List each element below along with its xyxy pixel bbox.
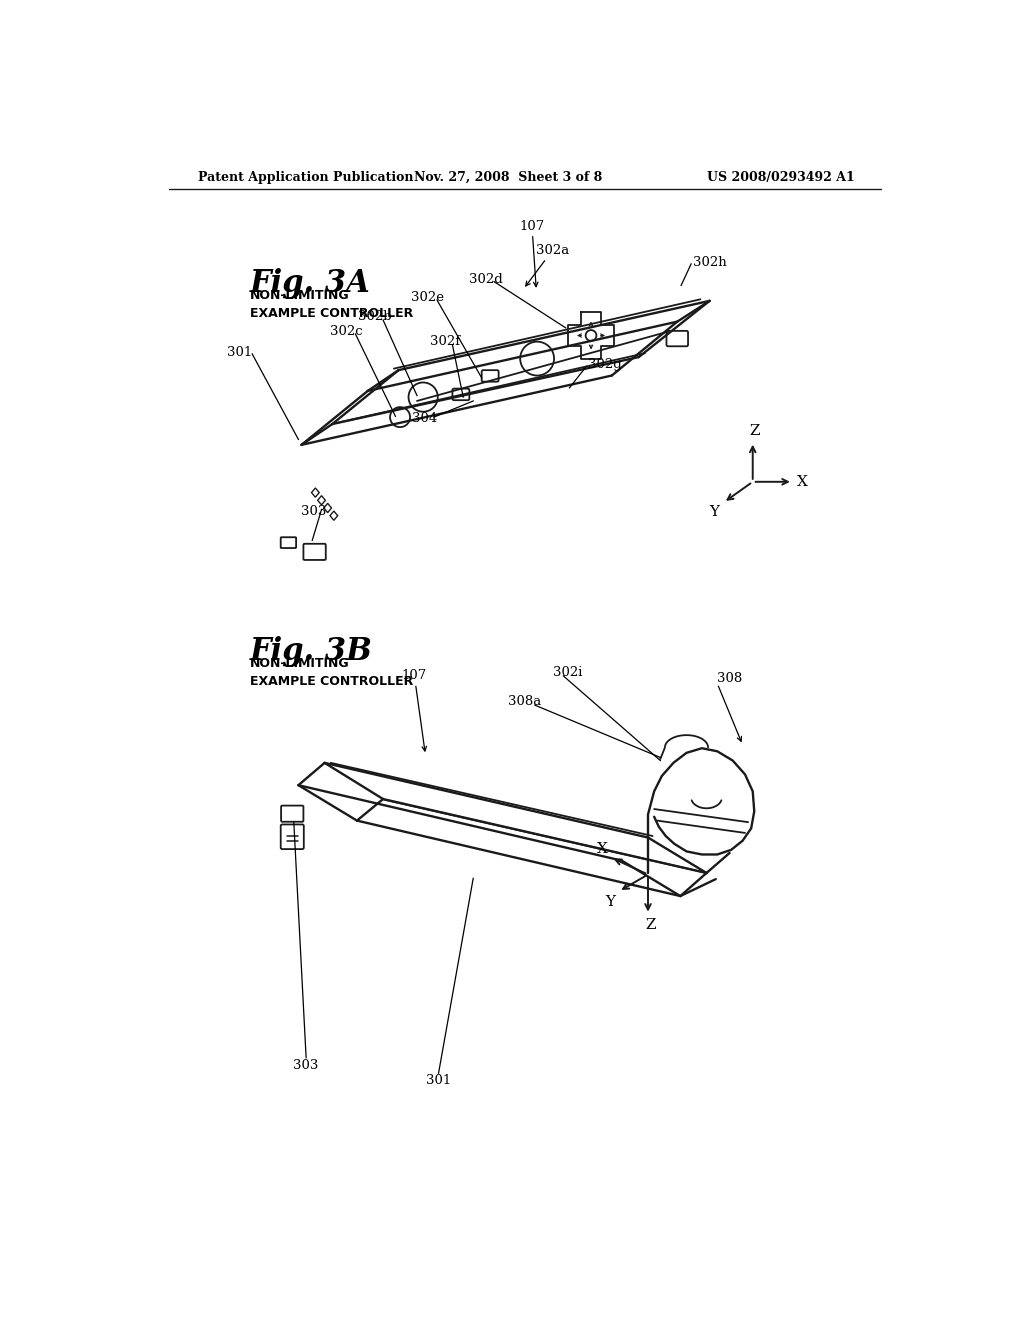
Text: Y: Y (710, 506, 720, 519)
Text: 302a: 302a (536, 244, 569, 257)
Text: 302i: 302i (553, 667, 583, 680)
Text: 302e: 302e (411, 290, 443, 304)
Text: 302b: 302b (357, 310, 391, 323)
Text: Nov. 27, 2008  Sheet 3 of 8: Nov. 27, 2008 Sheet 3 of 8 (414, 172, 602, 185)
Text: X: X (597, 842, 608, 857)
Text: 302g: 302g (588, 358, 622, 371)
Text: Fig. 3A: Fig. 3A (250, 268, 371, 298)
Text: 308: 308 (717, 672, 742, 685)
Text: 107: 107 (401, 669, 427, 682)
Text: Y: Y (605, 895, 615, 908)
Text: 302c: 302c (330, 325, 362, 338)
Text: 303: 303 (301, 504, 327, 517)
Text: NON-LIMITING
EXAMPLE CONTROLLER: NON-LIMITING EXAMPLE CONTROLLER (250, 657, 413, 688)
Text: 107: 107 (520, 219, 545, 232)
Text: X: X (797, 475, 808, 488)
Text: 302h: 302h (692, 256, 726, 269)
Text: US 2008/0293492 A1: US 2008/0293492 A1 (707, 172, 854, 185)
Text: Z: Z (645, 919, 655, 932)
Text: 301: 301 (227, 346, 253, 359)
Text: Z: Z (749, 424, 760, 438)
Text: 301: 301 (426, 1074, 452, 1088)
Text: Fig. 3B: Fig. 3B (250, 636, 373, 667)
Text: Patent Application Publication: Patent Application Publication (199, 172, 414, 185)
Text: 303: 303 (294, 1059, 318, 1072)
Text: 302d: 302d (469, 273, 503, 286)
Text: 304: 304 (412, 412, 437, 425)
Text: 308a: 308a (508, 694, 542, 708)
Text: 302f: 302f (430, 335, 460, 348)
Text: NON-LIMITING
EXAMPLE CONTROLLER: NON-LIMITING EXAMPLE CONTROLLER (250, 289, 413, 321)
